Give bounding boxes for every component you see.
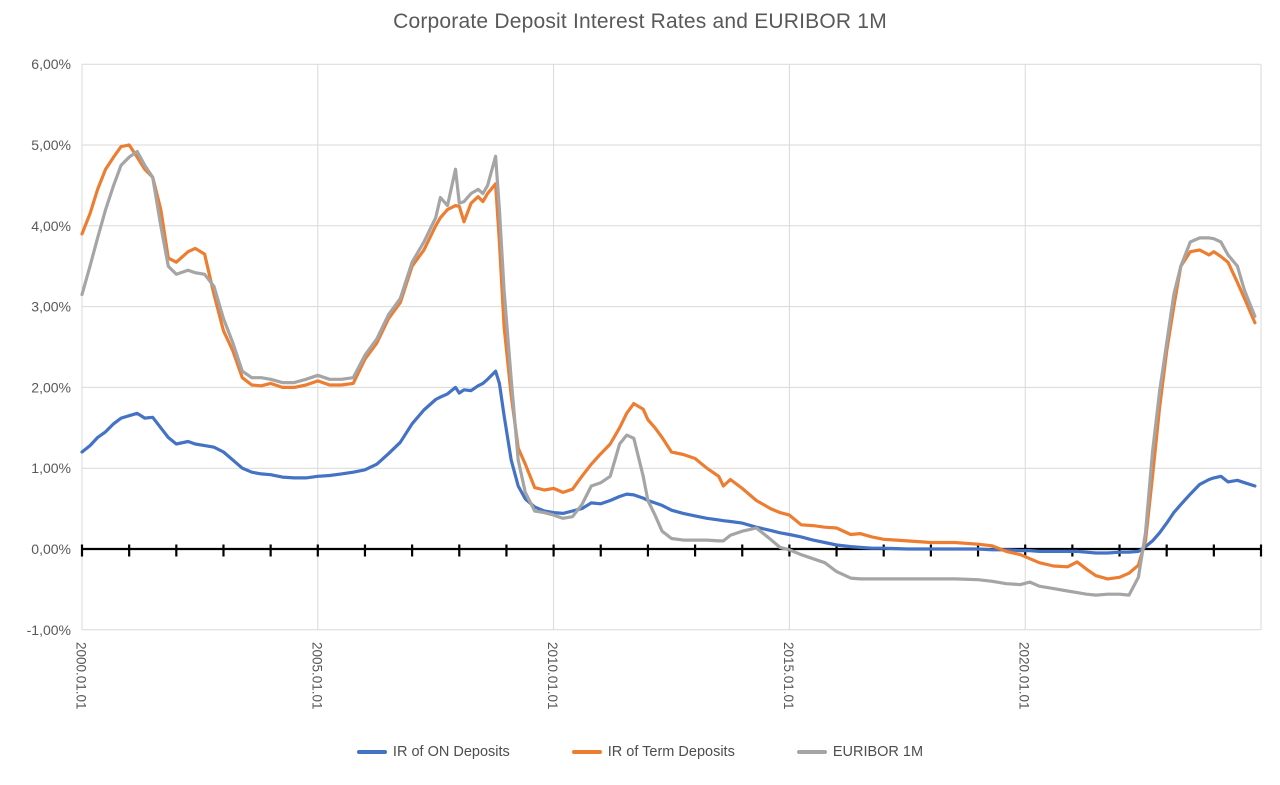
x-axis-label: 2020.01.01 [1017, 642, 1032, 710]
x-axis-labels: 2000.01.01 2005.01.01 2010.01.01 2015.01.01… [74, 642, 1032, 710]
line-swatch-blue-icon [356, 749, 387, 755]
y-axis-label: 0,00% [31, 541, 71, 557]
y-axis-label: 6,00% [31, 56, 71, 72]
x-axis-label: 2015.01.01 [781, 642, 796, 710]
series-line-ir-of-on-deposits [80, 369, 1257, 555]
y-axis-label: 3,00% [31, 299, 71, 315]
chart-legend: IR of ON Deposits IR of Term Deposits EU… [0, 744, 1280, 760]
x-axis-label: 2005.01.01 [309, 642, 324, 710]
series-line-ir-of-term-deposits [80, 143, 1257, 581]
legend-label-on-deposits: IR of ON Deposits [392, 744, 510, 760]
y-axis-label: 4,00% [31, 218, 71, 234]
y-axis-label: 1,00% [31, 460, 71, 476]
legend-item-on-deposits[interactable]: IR of ON Deposits [356, 744, 510, 760]
x-axis-label: 2010.01.01 [545, 642, 560, 710]
x-axis [80, 544, 1263, 557]
line-swatch-gray-icon [796, 749, 827, 755]
chart-title: Corporate Deposit Interest Rates and EUR… [393, 10, 887, 33]
y-axis-label: -1,00% [27, 622, 71, 638]
legend-item-term-deposits[interactable]: IR of Term Deposits [571, 744, 735, 760]
legend-label-term-deposits: IR of Term Deposits [607, 744, 735, 760]
series-line-euribor-1m [80, 149, 1257, 597]
y-axis-labels: 6,00% 5,00% 4,00% 3,00% 2,00% 1,00% 0,00% -1,00… [27, 56, 71, 638]
x-axis-label: 2000.01.01 [74, 642, 89, 710]
y-axis-label: 2,00% [31, 379, 71, 395]
y-axis-label: 5,00% [31, 137, 71, 153]
legend-item-euribor[interactable]: EURIBOR 1M [796, 744, 924, 760]
line-swatch-orange-icon [571, 749, 602, 755]
legend-label-euribor: EURIBOR 1M [832, 744, 924, 760]
gridlines [81, 63, 1262, 631]
